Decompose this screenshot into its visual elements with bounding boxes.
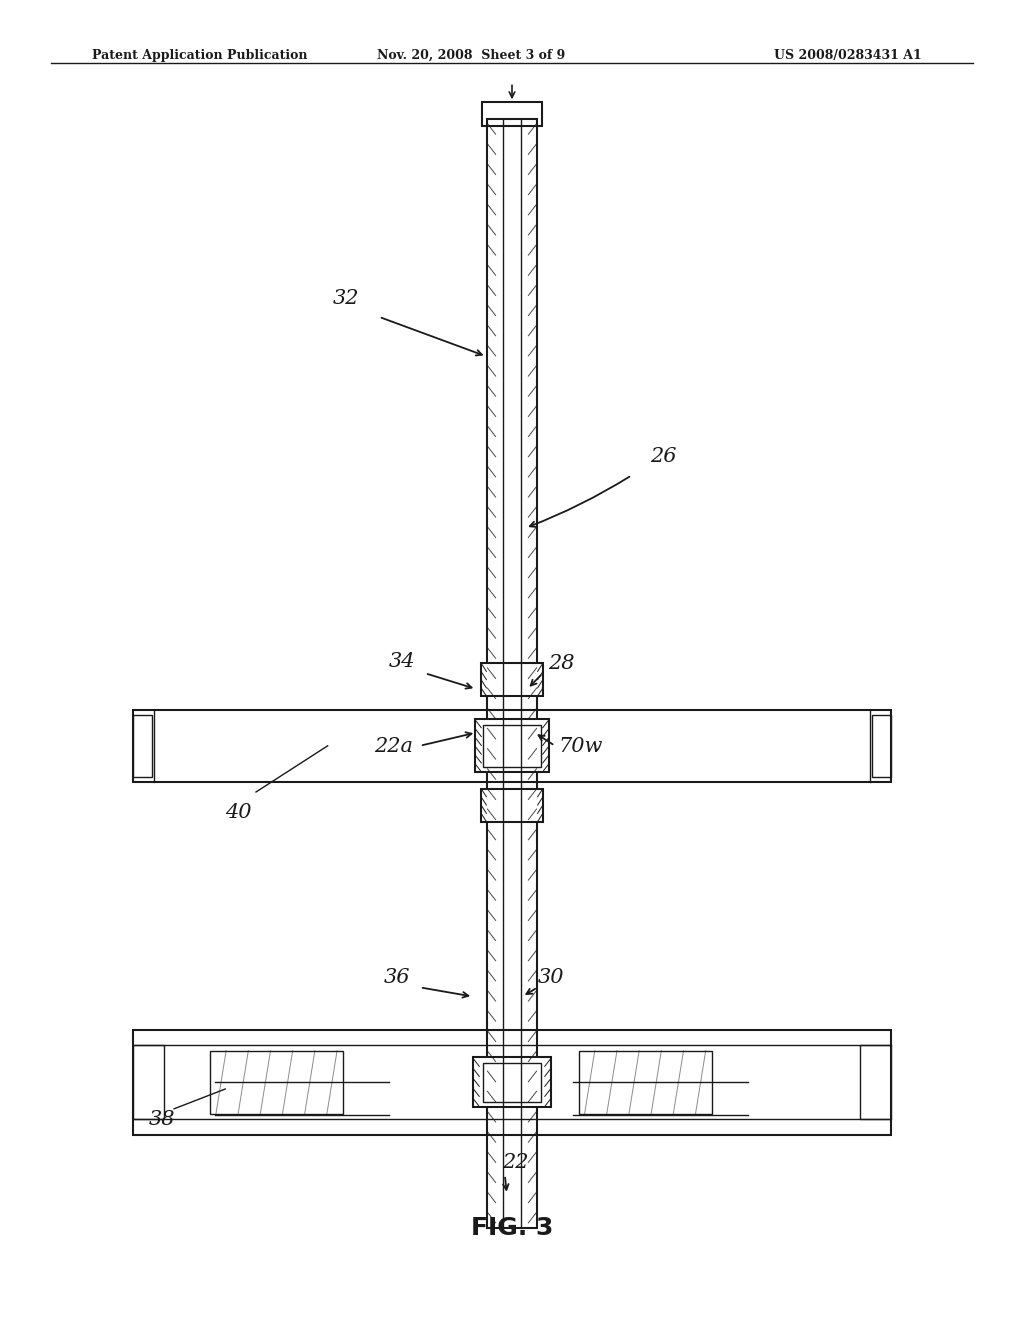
Text: 30: 30	[538, 969, 564, 987]
Text: 22: 22	[502, 1154, 528, 1172]
Text: 26: 26	[650, 447, 677, 466]
Text: 38: 38	[148, 1110, 175, 1129]
Bar	[860, 1045, 891, 1119]
Bar	[481, 789, 543, 821]
Bar	[483, 1063, 541, 1102]
Text: US 2008/0283431 A1: US 2008/0283431 A1	[774, 49, 922, 62]
Bar	[473, 1057, 551, 1107]
Bar	[133, 710, 891, 781]
Bar	[475, 719, 549, 772]
Bar	[579, 1051, 712, 1114]
Text: Nov. 20, 2008  Sheet 3 of 9: Nov. 20, 2008 Sheet 3 of 9	[377, 49, 565, 62]
Text: Patent Application Publication: Patent Application Publication	[92, 49, 307, 62]
Text: 40: 40	[225, 804, 252, 822]
Bar	[872, 715, 891, 776]
Text: FIG. 3: FIG. 3	[471, 1216, 553, 1239]
Text: 34: 34	[389, 652, 416, 671]
Text: 32: 32	[333, 289, 359, 308]
Bar	[133, 1030, 891, 1135]
Bar	[481, 663, 543, 697]
Text: 28: 28	[548, 655, 574, 673]
Bar	[133, 715, 152, 776]
Text: 70w: 70w	[558, 738, 602, 756]
Text: 22a: 22a	[374, 738, 413, 756]
Bar	[482, 102, 542, 125]
Text: 36: 36	[384, 969, 411, 987]
Bar	[210, 1051, 343, 1114]
Bar	[483, 725, 541, 767]
Bar	[133, 1045, 164, 1119]
